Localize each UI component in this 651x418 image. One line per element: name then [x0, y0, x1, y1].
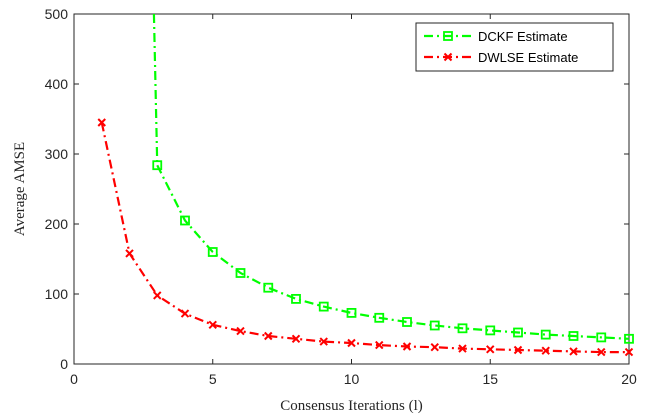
plot-area — [73, 13, 630, 365]
series-dckf-point — [291, 293, 301, 304]
x-axis-label: Consensus Iterations (l) — [280, 398, 422, 414]
series-dwlse-line — [100, 122, 629, 354]
series-dwlse-point — [402, 342, 412, 351]
series-dwlse-point — [319, 337, 328, 346]
y-tick-label: 0 — [60, 356, 68, 372]
y-tick-label: 400 — [45, 76, 69, 92]
series-dwlse-point — [97, 118, 106, 127]
series-dwlse-point — [208, 320, 217, 330]
series-dwlse-point — [458, 344, 467, 353]
legend-item-dckf: DCKF Estimate — [424, 29, 568, 44]
series-dwlse-point — [347, 338, 356, 348]
series-dckf-point — [457, 323, 468, 334]
series-dwlse-point — [180, 309, 190, 318]
series-dckf-entry-line — [152, 13, 159, 166]
series-dwlse-point — [375, 340, 384, 350]
y-tick-label: 100 — [45, 286, 69, 302]
series-dckf-point — [318, 301, 329, 312]
series-dckf-point — [624, 333, 634, 344]
legend-item-dwlse: DWLSE Estimate — [424, 50, 578, 65]
series-layer — [97, 13, 634, 357]
series-dckf-point — [346, 307, 357, 318]
x-tick-label: 5 — [209, 371, 217, 387]
series-dckf-point — [596, 332, 607, 343]
x-tick-label: 20 — [621, 371, 637, 387]
series-dwlse-point — [291, 334, 301, 344]
series-dwlse — [97, 118, 634, 357]
legend-box — [415, 22, 614, 72]
series-dwlse-point — [125, 249, 134, 258]
series-dwlse-point — [541, 346, 550, 355]
series-dwlse-point — [597, 347, 606, 357]
x-tick-label: 0 — [70, 371, 78, 387]
series-dwlse-point — [236, 326, 245, 336]
series-dckf-point — [513, 327, 523, 338]
series-dckf-point — [180, 215, 190, 226]
series-dwlse-point — [153, 291, 162, 300]
legend-marker-dwlse — [443, 52, 453, 62]
y-tick-label: 200 — [45, 216, 69, 232]
series-dwlse-point — [513, 345, 523, 355]
series-dckf-point — [540, 329, 551, 340]
legend: DCKF Estimate DWLSE Estimate — [415, 22, 614, 72]
series-dckf-point — [152, 160, 163, 171]
y-tick-label: 300 — [45, 146, 69, 162]
series-dckf-point — [402, 317, 412, 327]
series-dckf — [152, 13, 634, 344]
y-axis-label: Average AMSE — [12, 142, 28, 236]
series-dckf-point — [429, 320, 440, 331]
series-dckf-point — [207, 247, 218, 257]
series-dckf-point — [235, 268, 246, 278]
series-dckf-point — [374, 312, 385, 323]
x-tick-label: 15 — [482, 371, 498, 387]
series-dwlse-point — [624, 347, 634, 357]
series-dwlse-point — [569, 347, 578, 356]
x-tick-label: 10 — [344, 371, 360, 387]
series-dwlse-point — [264, 331, 273, 341]
series-dckf-point — [485, 325, 496, 336]
series-dckf-point — [568, 331, 579, 341]
series-dckf-point — [263, 282, 274, 293]
legend-label-dwlse: DWLSE Estimate — [478, 50, 578, 65]
y-tick-label: 500 — [45, 6, 69, 22]
legend-marker-dckf — [443, 31, 453, 41]
series-dwlse-point — [486, 345, 495, 354]
legend-label-dckf: DCKF Estimate — [478, 29, 568, 44]
series-dwlse-point — [430, 342, 439, 352]
